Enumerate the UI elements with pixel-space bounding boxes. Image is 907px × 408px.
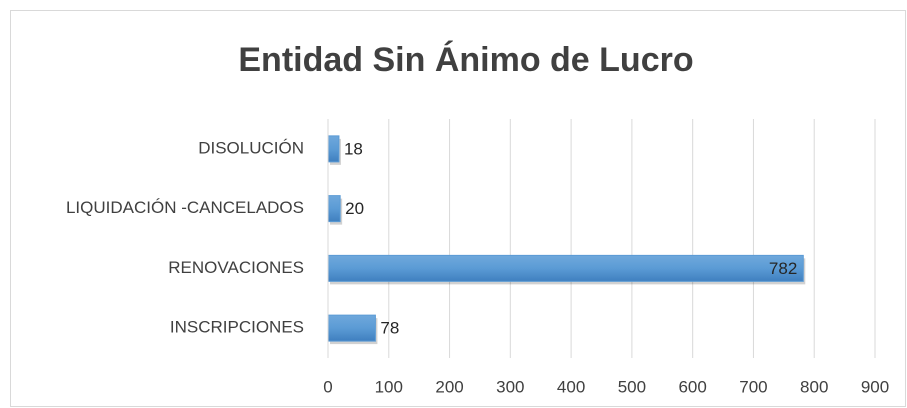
chart-frame [10, 10, 906, 407]
x-tick-label: 700 [739, 377, 767, 396]
bar [327, 314, 376, 342]
bar [327, 254, 804, 282]
x-tick-label: 100 [375, 377, 403, 396]
x-tick-label: 500 [618, 377, 646, 396]
data-label: 20 [345, 199, 364, 218]
data-label: 78 [380, 319, 399, 338]
x-tick-label: 0 [323, 377, 332, 396]
data-label: 782 [769, 259, 797, 278]
chart-title: Entidad Sin Ánimo de Lucro [238, 41, 693, 79]
y-tick-label: DISOLUCIÓN [198, 138, 304, 157]
y-tick-label: RENOVACIONES [168, 258, 304, 277]
x-tick-label: 900 [861, 377, 889, 396]
y-tick-label: INSCRIPCIONES [170, 318, 304, 337]
bar [327, 135, 340, 163]
x-tick-label: 800 [800, 377, 828, 396]
x-tick-label: 200 [435, 377, 463, 396]
bar [327, 195, 341, 223]
x-tick-label: 600 [678, 377, 706, 396]
x-tick-label: 400 [557, 377, 585, 396]
y-tick-label: LIQUIDACIÓN -CANCELADOS [66, 198, 304, 217]
x-tick-label: 300 [496, 377, 524, 396]
data-label: 18 [344, 139, 363, 158]
